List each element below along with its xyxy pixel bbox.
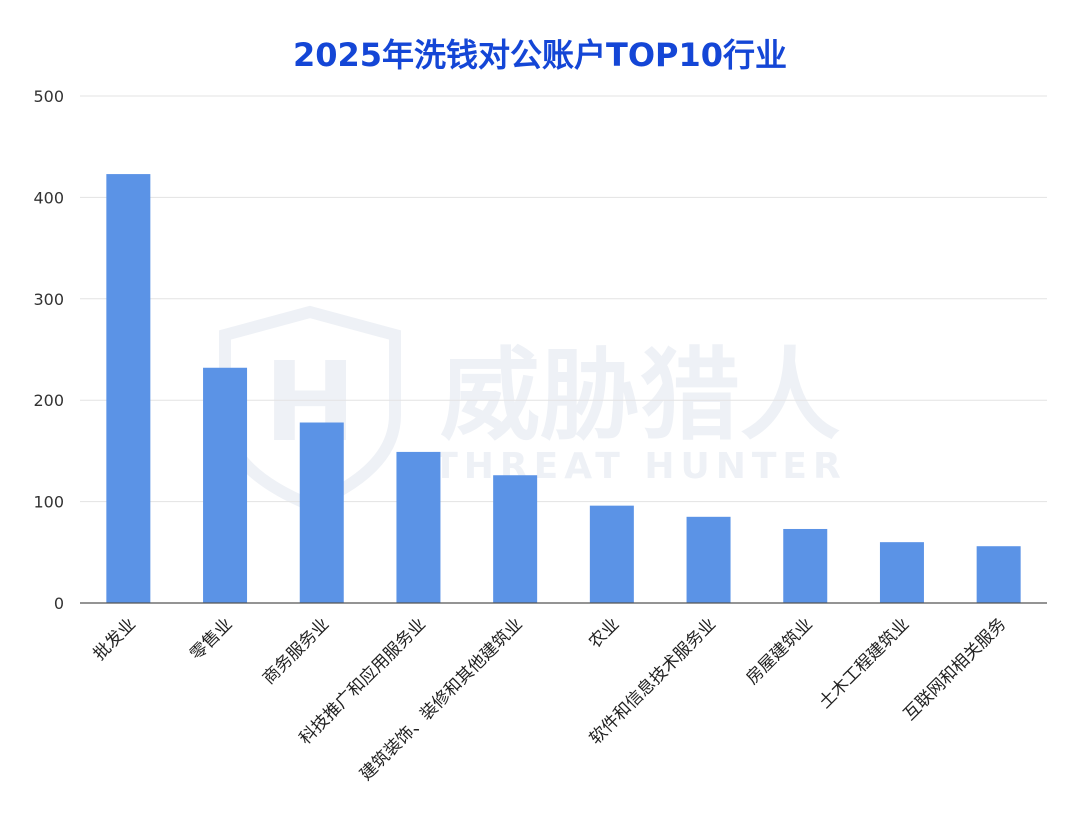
bar [589,505,634,603]
y-tick-label: 200 [33,391,64,410]
y-tick-label: 100 [33,493,64,512]
bar [879,542,924,603]
watermark-main-text: 威胁猎人 [440,337,840,454]
bar [299,422,344,603]
x-tick-label: 零售业 [186,614,236,664]
x-tick-label: 互联网和相关服务 [900,614,1010,724]
y-tick-label: 500 [33,87,64,106]
y-tick-label: 0 [54,594,64,613]
chart-title: 2025年洗钱对公账户TOP10行业 [292,36,788,74]
x-tick-label: 建筑装饰、装修和其他建筑业 [356,614,526,784]
y-tick-label: 300 [33,290,64,309]
x-tick-label: 商务服务业 [259,614,333,688]
bar [396,451,441,603]
bar [783,528,828,603]
bar [203,367,248,603]
y-tick-label: 400 [33,188,64,207]
bars [106,174,1021,603]
bar [493,475,538,603]
bar [106,174,151,603]
x-tick-label: 批发业 [90,614,140,664]
bar [686,516,731,603]
x-tick-label: 房屋建筑业 [743,614,817,688]
x-tick-label: 土木工程建筑业 [815,614,913,712]
bar [976,546,1021,603]
x-tick-label: 农业 [585,614,623,652]
